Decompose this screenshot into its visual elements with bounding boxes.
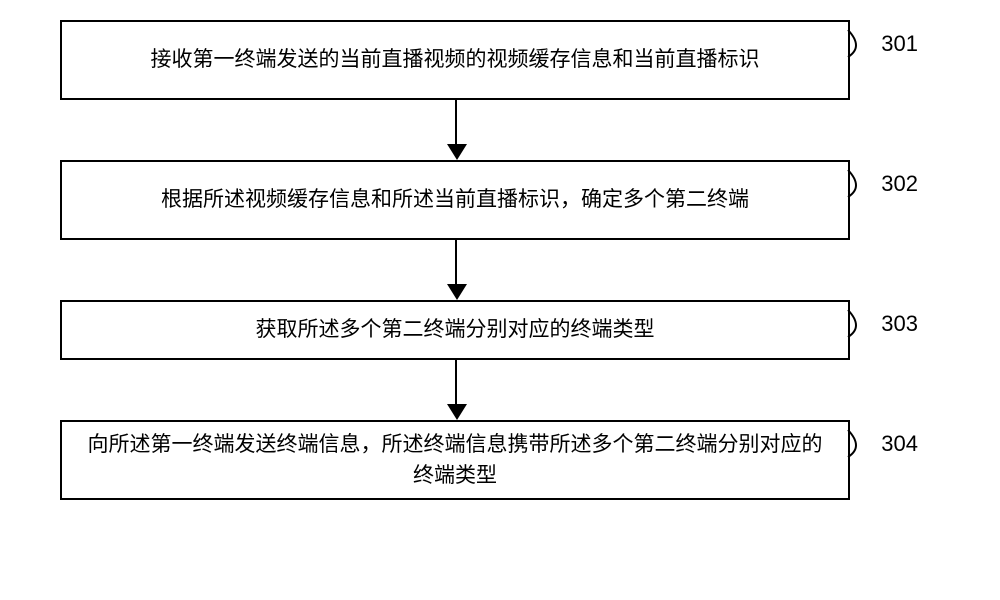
arrow-line bbox=[455, 240, 457, 284]
node-label: 302 bbox=[881, 167, 918, 200]
node-text: 获取所述多个第二终端分别对应的终端类型 bbox=[256, 314, 655, 346]
label-connector bbox=[846, 162, 876, 212]
arrow-head bbox=[447, 144, 467, 160]
node-text: 根据所述视频缓存信息和所述当前直播标识，确定多个第二终端 bbox=[161, 184, 749, 216]
node-label: 301 bbox=[881, 27, 918, 60]
arrow-line bbox=[455, 360, 457, 404]
label-connector bbox=[846, 22, 876, 72]
node-text: 接收第一终端发送的当前直播视频的视频缓存信息和当前直播标识 bbox=[151, 44, 760, 76]
arrow-head bbox=[447, 284, 467, 300]
arrow-line bbox=[455, 100, 457, 144]
flow-node-2: 根据所述视频缓存信息和所述当前直播标识，确定多个第二终端 302 bbox=[60, 160, 850, 240]
label-connector bbox=[846, 302, 876, 352]
node-label: 303 bbox=[881, 307, 918, 340]
flow-node-1: 接收第一终端发送的当前直播视频的视频缓存信息和当前直播标识 301 bbox=[60, 20, 850, 100]
arrow-head bbox=[447, 404, 467, 420]
node-text: 向所述第一终端发送终端信息，所述终端信息携带所述多个第二终端分别对应的终端类型 bbox=[82, 429, 828, 492]
label-connector bbox=[846, 422, 876, 472]
flow-node-4: 向所述第一终端发送终端信息，所述终端信息携带所述多个第二终端分别对应的终端类型 … bbox=[60, 420, 850, 500]
flow-node-3: 获取所述多个第二终端分别对应的终端类型 303 bbox=[60, 300, 850, 360]
node-label: 304 bbox=[881, 427, 918, 460]
